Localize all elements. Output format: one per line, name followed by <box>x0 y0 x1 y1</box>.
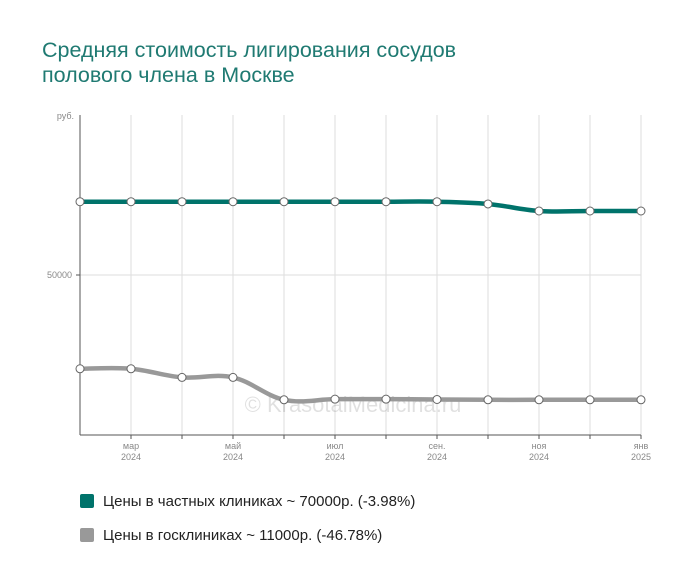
data-point <box>177 197 187 207</box>
data-point <box>126 364 136 374</box>
data-point <box>636 395 646 405</box>
data-point <box>279 395 289 405</box>
data-point <box>585 395 595 405</box>
data-point <box>75 197 85 207</box>
data-point <box>330 197 340 207</box>
series-layer <box>75 197 646 405</box>
x-tick-label: сен. 2024 <box>427 441 447 462</box>
data-point <box>432 197 442 207</box>
y-tick-label: 50000 <box>47 270 72 280</box>
x-tick-label: май 2024 <box>223 441 243 462</box>
chart-axes: руб. 50000 мар 2024 май 2024 июл 2024 сен. 2024 но… <box>47 111 651 462</box>
x-tick-label: мар 2024 <box>121 441 141 462</box>
legend-swatch-private <box>80 494 94 508</box>
legend-label-public: Цены в госклиниках ~ 11000р. (-46.78%) <box>103 526 383 544</box>
legend: Цены в частных клиниках ~ 70000р. (-3.98… <box>80 484 415 552</box>
line-chart: руб. 50000 мар 2024 май 2024 июл 2024 сен. 2024 но… <box>47 111 651 462</box>
data-point <box>636 206 646 216</box>
series-line-private <box>77 199 644 214</box>
legend-swatch-public <box>80 528 94 542</box>
data-point <box>279 197 289 207</box>
y-unit-label: руб. <box>57 111 74 121</box>
watermark: © KrasotaiMedicina.ru <box>245 392 462 417</box>
chart-title-line-1: Средняя стоимость лигирования сосудов <box>42 38 457 62</box>
data-point <box>75 364 85 374</box>
x-tick-label: янв 2025 <box>631 441 651 462</box>
chart-grid <box>80 115 642 435</box>
data-point <box>228 197 238 207</box>
legend-item-private[interactable]: Цены в частных клиниках ~ 70000р. (-3.98… <box>80 484 415 518</box>
data-point <box>483 199 493 209</box>
x-tick-label: ноя 2024 <box>529 441 549 462</box>
data-point <box>126 197 136 207</box>
data-point <box>534 206 544 216</box>
data-point <box>534 395 544 405</box>
x-tick-label: июл 2024 <box>325 441 345 462</box>
data-point <box>381 394 391 404</box>
data-point <box>177 372 187 382</box>
data-point <box>432 394 442 404</box>
chart-title: Средняя стоимость лигирования сосудов по… <box>42 38 602 88</box>
legend-item-public[interactable]: Цены в госклиниках ~ 11000р. (-46.78%) <box>80 518 415 552</box>
data-point <box>483 395 493 405</box>
data-point <box>585 206 595 216</box>
data-point <box>330 394 340 404</box>
legend-label-private: Цены в частных клиниках ~ 70000р. (-3.98… <box>103 492 416 510</box>
data-point <box>228 372 238 382</box>
data-point <box>381 197 391 207</box>
chart-title-line-2: полового члена в Москве <box>42 63 295 87</box>
